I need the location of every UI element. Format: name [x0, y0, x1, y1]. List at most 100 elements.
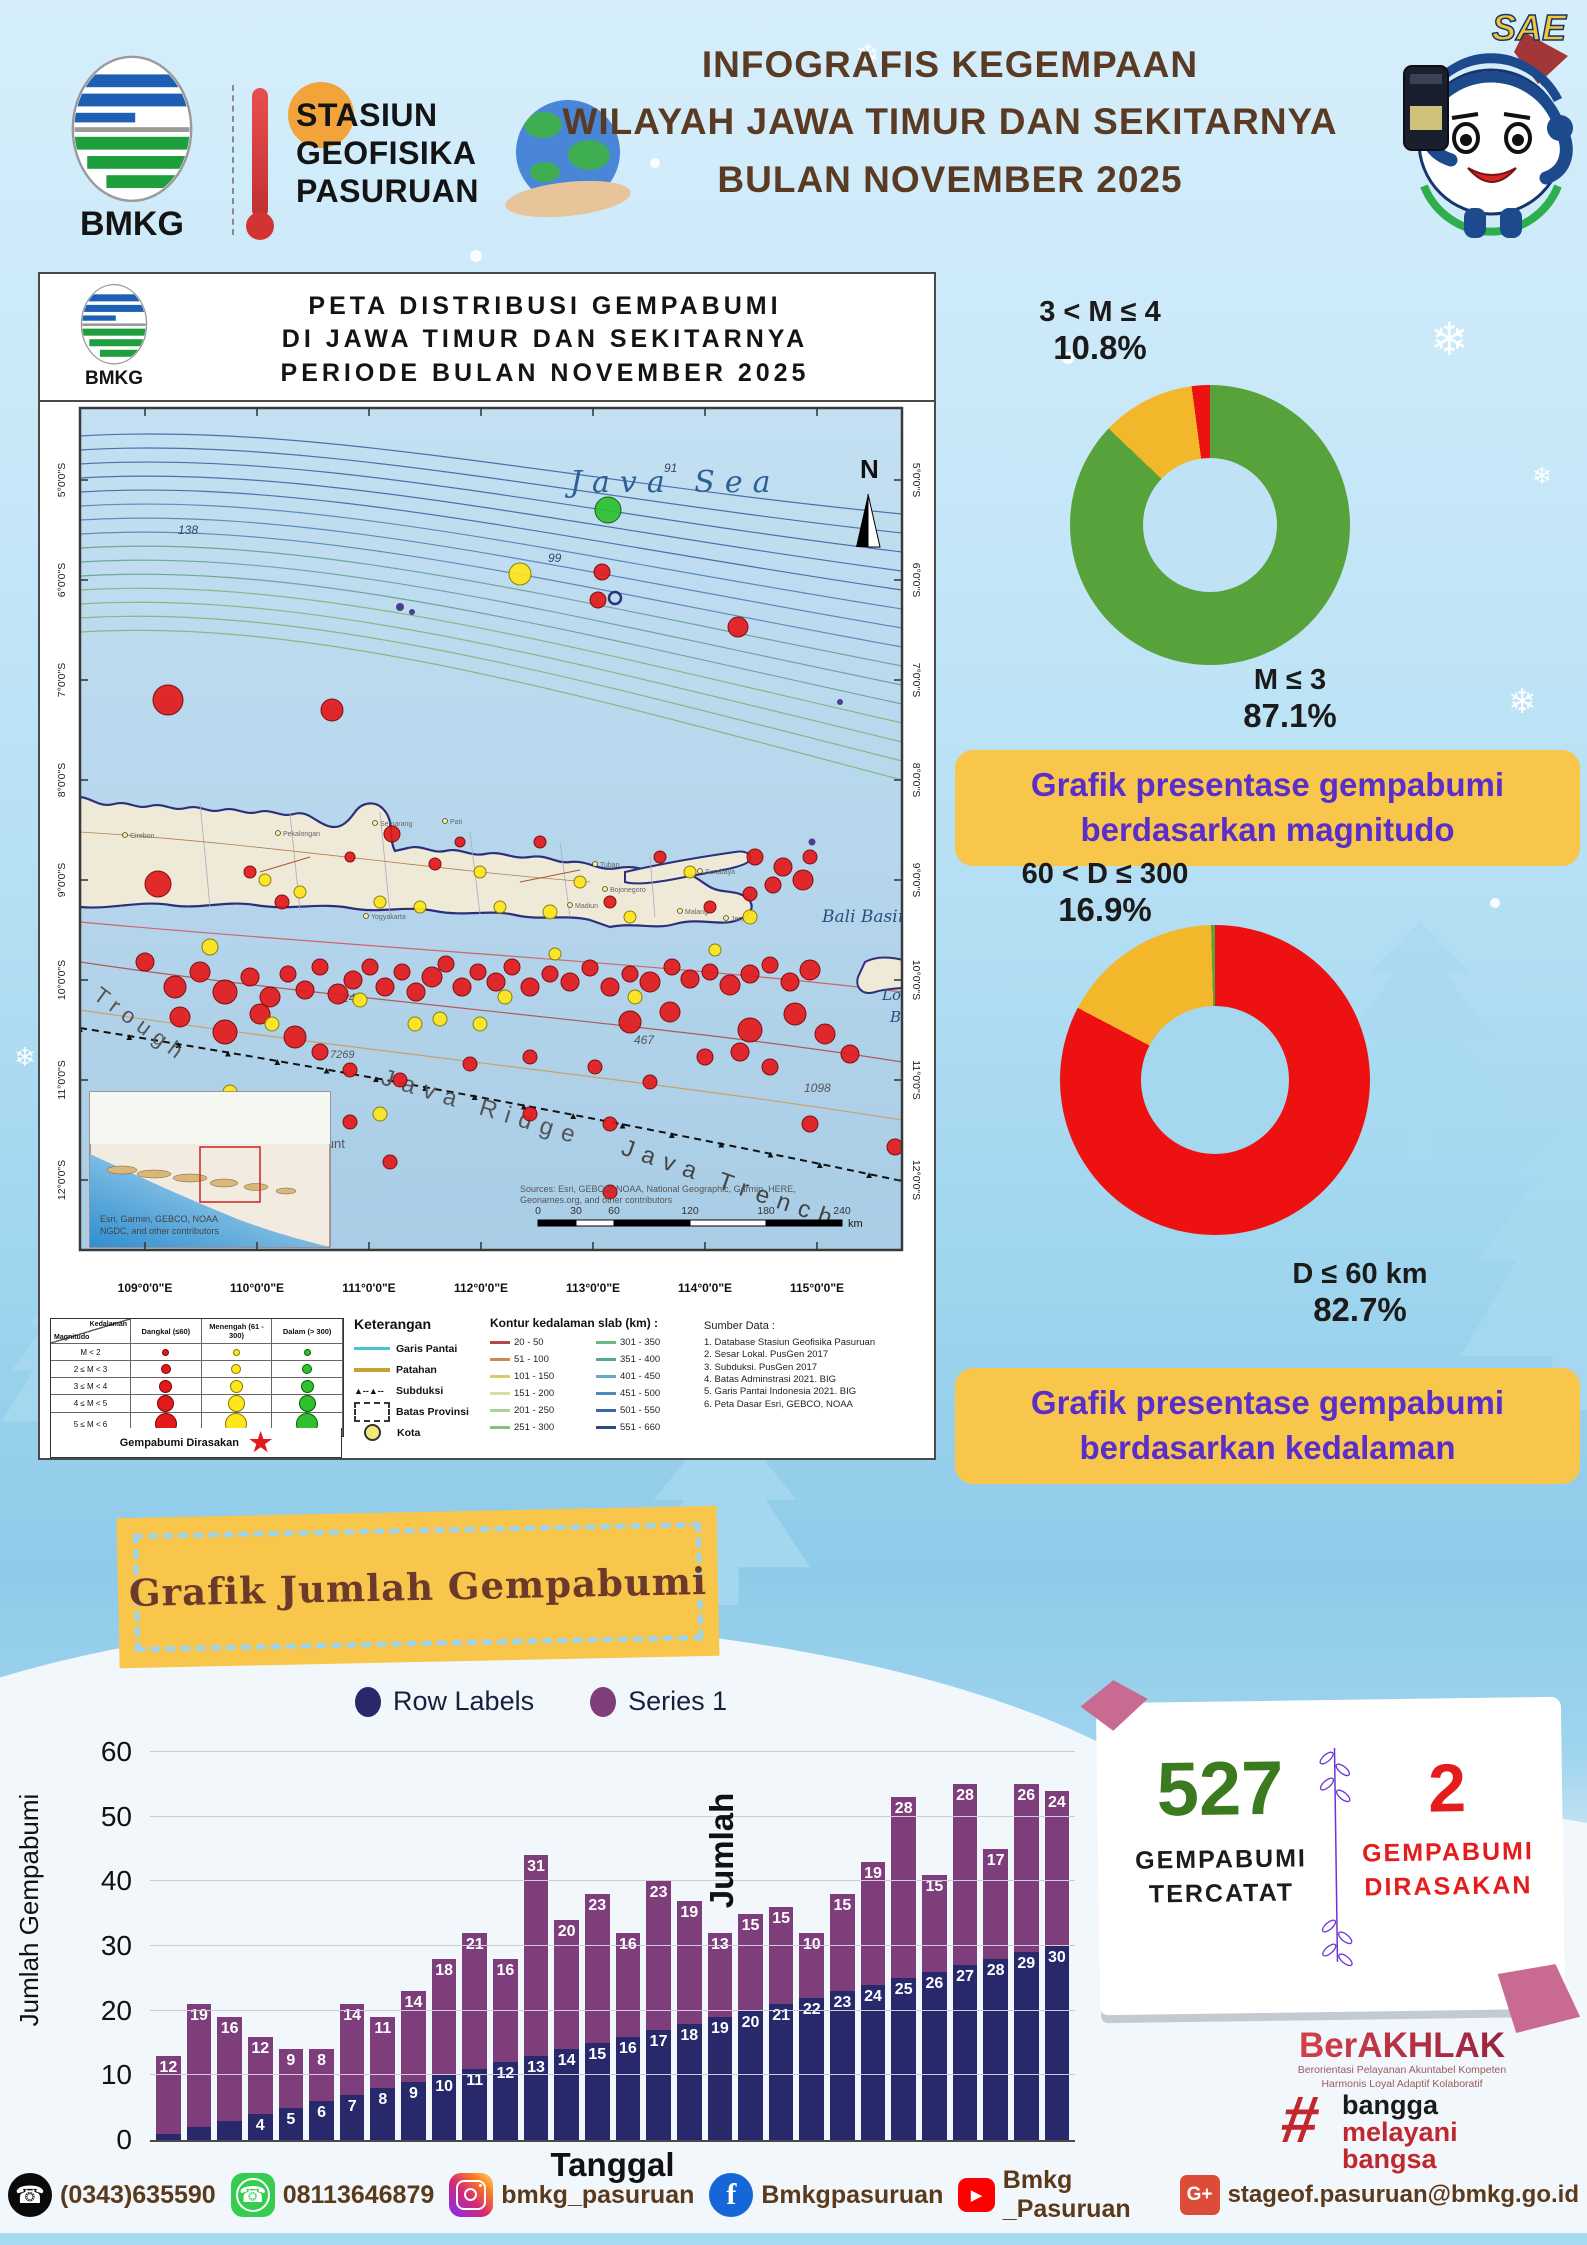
row-label-value: 23 — [833, 1994, 852, 2012]
bar-chart-legend: Row Labels Series 1 — [355, 1686, 727, 1717]
epicenter-dot — [642, 1074, 658, 1090]
epicenter-dot — [639, 971, 661, 993]
row-label-value: 25 — [894, 1981, 913, 1999]
table-symbol-cell — [272, 1395, 343, 1413]
distribution-map: ▲ ▲ ▲ ▲ ▲ ▲ ▲ ▲ ▲ ▲ ▲ ▲ ▲ ▲ ▲ ▲ ▲ Java Sea Bali Basin Lo… — [56, 406, 924, 1295]
kontur-entry: 151 - 200 — [490, 1385, 590, 1402]
epicenter-dot — [587, 1059, 603, 1075]
epicenter-dot — [573, 875, 587, 889]
subduction-triangle-icon: ▲ — [371, 1074, 381, 1085]
epicenter-dot — [593, 563, 611, 581]
epicenter-dot — [361, 958, 379, 976]
epicenter-dot — [746, 848, 764, 866]
y-tick-label: 0 — [116, 2124, 132, 2155]
bali-basin-label: Bali Basin — [821, 907, 909, 927]
series1-value: 14 — [343, 2007, 362, 2025]
scale-unit: km — [848, 1218, 863, 1230]
googleplus-icon: G+ — [1179, 2175, 1220, 2215]
epicenter-dot — [493, 900, 507, 914]
epicenter-dot — [279, 965, 297, 983]
table-symbol-cell — [131, 1395, 202, 1413]
epicenter-dot — [452, 977, 472, 997]
felt-star-icon: ★ — [248, 1427, 273, 1457]
subduction-triangle-icon: ▲ — [667, 1130, 677, 1141]
bar-chart-plot: 12 19 16 12 4 9 5 8 6 14 7 11 8 14 9 18 10 21 11 16 12 31 13 20… — [150, 1751, 1075, 2142]
contact-whatsapp: ☎ 08113646879 — [230, 2173, 434, 2217]
bar-day-9: 14 9 — [401, 1991, 426, 2140]
kontur-entry: 201 - 250 — [490, 1402, 590, 1419]
series1-value: 12 — [251, 2039, 270, 2057]
slab-contours — [80, 433, 902, 781]
city-label: Yogyakarta — [371, 914, 406, 921]
subduction-triangle-icon: ▲ — [766, 1150, 776, 1161]
lat-label: 10°0'0"S — [56, 960, 68, 1000]
bar-day-20: 15 20 — [738, 1913, 763, 2140]
snow-dot — [1490, 898, 1500, 908]
row-label-value: 13 — [527, 2058, 545, 2076]
subduction-icon: ▲--▲-- — [354, 1385, 384, 1396]
lon-label: 111°0'0"E — [342, 1281, 395, 1295]
city-label: Bojonegoro — [610, 887, 646, 894]
subduction-line: ▲ ▲ ▲ ▲ ▲ ▲ ▲ ▲ ▲ ▲ ▲ ▲ ▲ ▲ ▲ ▲ ▲ — [80, 1024, 874, 1181]
gridline — [150, 2009, 1075, 2011]
bar-day-10: 18 10 — [431, 1958, 457, 2140]
svg-text:N: N — [860, 454, 879, 484]
sumber-title: Sumber Data : — [704, 1320, 775, 1332]
epicenter-dot — [212, 1019, 238, 1045]
epicenter-dot — [406, 982, 426, 1002]
bar-day-3: 16 — [217, 2017, 242, 2140]
epicenter-dot — [761, 956, 779, 974]
bar-day-26: 15 26 — [922, 1874, 947, 2140]
kontur-entry: 451 - 500 — [596, 1385, 696, 1402]
epicenter-dot — [259, 986, 281, 1008]
bar-day-18: 19 18 — [676, 1900, 702, 2140]
city-dot — [723, 915, 729, 921]
fault-icon — [354, 1367, 390, 1372]
row-label-value: 24 — [864, 1987, 882, 2005]
page-title-line3: BULAN NOVEMBER 2025 — [717, 158, 1183, 200]
inset-credit: NGDC, and other contributors — [100, 1226, 220, 1236]
depth-chart-banner: Grafik presentase gempabumi berdasarkan … — [955, 1368, 1580, 1484]
epicenter-dot — [432, 1011, 448, 1027]
slab-contour-line — [80, 475, 902, 572]
bar-day-13: 31 13 — [523, 1855, 549, 2140]
epicenter-dot — [701, 963, 719, 981]
epicenter-dot — [740, 964, 760, 984]
epicenter-dot — [773, 857, 793, 877]
bangga-melayani-bangsa-logo: bangga melayani bangsa — [1342, 2090, 1458, 2174]
table-corner: Kedalaman Magnitudo — [51, 1319, 131, 1344]
slab-contour-line — [80, 615, 902, 762]
legend-item-kota: Kota — [354, 1422, 484, 1443]
facebook-icon: f — [709, 2173, 754, 2217]
header-divider — [232, 85, 234, 235]
bar-day-4: 12 4 — [247, 2036, 273, 2140]
epicenter-dot — [730, 1042, 750, 1062]
lat-label: 11°0'0"S — [56, 1060, 68, 1100]
thermometer-bulb-icon — [246, 212, 274, 240]
lombok-basin-label: Lombok — [881, 986, 924, 1004]
java-island — [80, 795, 753, 929]
epicenter-dot — [780, 972, 800, 992]
epicenter-dot — [320, 698, 344, 722]
series1-value: 13 — [710, 1936, 729, 1954]
series1-value: 28 — [956, 1787, 974, 1805]
java-sea-label: Java Sea — [564, 465, 780, 500]
city-dot — [122, 832, 128, 838]
lat-label: 6°0'0"S — [910, 563, 922, 597]
series1-value: 31 — [527, 1858, 545, 1876]
epicenter-dot — [799, 959, 821, 981]
row-label-value: 14 — [557, 2052, 576, 2070]
bar-day-11: 21 11 — [462, 1933, 488, 2140]
y-tick-label: 20 — [100, 1994, 132, 2026]
scale-tick: 60 — [608, 1205, 620, 1217]
map-legend: Kedalaman Magnitudo Dangkal (≤60) Menengah … — [40, 1314, 934, 1458]
row-label-value: 15 — [588, 2046, 607, 2063]
snowflake-icon: ❄ — [1532, 463, 1553, 490]
scale-tick: 240 — [833, 1205, 851, 1217]
lat-label: 8°0'0"S — [56, 763, 68, 797]
lat-label: 10°0'0"S — [910, 960, 922, 1000]
epicenter-dot — [201, 938, 219, 956]
kontur-entry: 401 - 450 — [596, 1368, 696, 1385]
snowflake-icon: ❄ — [856, 39, 880, 70]
row-label-value: 12 — [496, 2065, 515, 2083]
